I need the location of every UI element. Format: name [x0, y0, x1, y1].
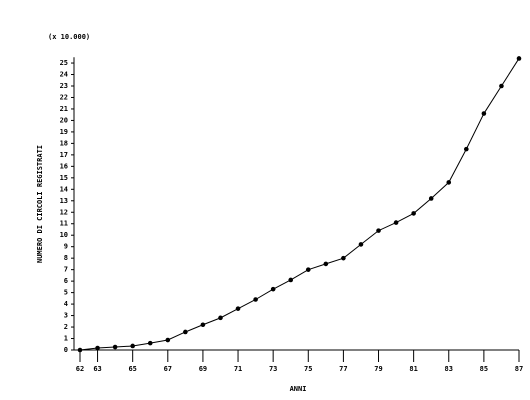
y-tick-label: 25 [60, 59, 68, 67]
data-point [428, 196, 434, 201]
data-point [499, 83, 504, 89]
data-point [341, 255, 346, 261]
y-tick-label: 7 [64, 266, 68, 274]
data-point [183, 329, 188, 335]
data-point [147, 340, 153, 346]
y-tick-label: 14 [60, 185, 68, 193]
data-point [516, 56, 522, 61]
x-tick-label: 67 [164, 365, 172, 373]
x-tick-label: 73 [269, 365, 277, 373]
y-tick-label: 4 [64, 300, 68, 308]
y-tick-label: 19 [60, 128, 68, 136]
y-tick-label: 21 [60, 105, 68, 113]
y-tick-label: 1 [64, 335, 68, 343]
x-tick-label: 83 [445, 365, 453, 373]
x-tick-label: 85 [480, 365, 488, 373]
data-point [112, 344, 118, 350]
data-point [235, 306, 241, 311]
y-tick-label: 22 [60, 93, 68, 101]
x-tick-label: 87 [515, 365, 523, 373]
data-line [79, 58, 520, 351]
data-point [165, 337, 171, 343]
data-point [481, 111, 487, 116]
y-tick-label: 18 [60, 139, 68, 147]
x-tick-label: 71 [234, 365, 242, 373]
data-point [446, 180, 452, 185]
y-tick-label: 13 [60, 197, 68, 205]
data-point [358, 242, 364, 247]
data-point [305, 267, 311, 272]
y-axis-label: NUMERO DI CIRCOLI REGISTRATI [36, 145, 44, 263]
y-tick-label: 23 [60, 82, 68, 90]
data-point [253, 297, 258, 302]
x-tick-label: 62 [76, 365, 84, 373]
y-tick-label: 10 [60, 231, 68, 239]
y-tick-label: 6 [64, 277, 68, 285]
data-point [200, 322, 206, 328]
data-point [288, 277, 294, 283]
data-point [411, 211, 416, 216]
y-tick-label: 5 [64, 289, 68, 297]
x-tick-label: 69 [199, 365, 207, 373]
y-tick-label: 8 [64, 254, 68, 262]
data-point [77, 347, 83, 353]
scale-note: (x 10.000) [48, 33, 90, 41]
x-tick-label: 81 [409, 365, 417, 373]
y-tick-label: 20 [60, 116, 68, 124]
data-point [130, 343, 135, 349]
x-axis-label: ANNI [290, 385, 307, 393]
x-tick-label: 63 [93, 365, 101, 373]
y-tick-label: 0 [64, 346, 68, 354]
data-point [270, 286, 276, 292]
x-tick-label: 79 [374, 365, 382, 373]
y-tick-label: 15 [60, 174, 68, 182]
data-point [323, 261, 329, 267]
y-tick-label: 2 [64, 323, 68, 331]
y-tick-label: 17 [60, 151, 68, 159]
x-tick-label: 77 [339, 365, 347, 373]
y-tick-label: 12 [60, 208, 68, 216]
y-tick-label: 11 [60, 220, 68, 228]
data-point [393, 220, 399, 225]
data-point [218, 315, 223, 321]
y-tick-label: 9 [64, 243, 68, 251]
data-point [376, 228, 381, 233]
data-point [464, 146, 469, 152]
x-tick-label: 75 [304, 365, 312, 373]
y-tick-label: 3 [64, 312, 68, 320]
y-tick-label: 16 [60, 162, 68, 170]
x-tick-label: 65 [128, 365, 136, 373]
y-tick-label: 24 [60, 71, 68, 79]
data-point [95, 345, 100, 351]
